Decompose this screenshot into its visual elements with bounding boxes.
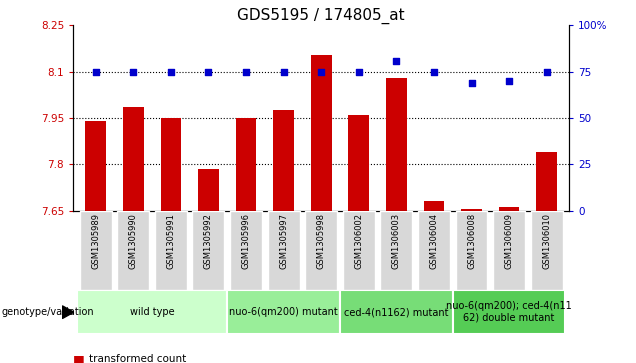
FancyBboxPatch shape: [305, 211, 337, 290]
FancyBboxPatch shape: [80, 211, 112, 290]
Bar: [536, 152, 557, 211]
Bar: [424, 201, 445, 211]
Bar: [461, 209, 482, 211]
FancyBboxPatch shape: [453, 290, 565, 334]
Text: GSM1306008: GSM1306008: [467, 213, 476, 269]
Bar: [236, 118, 256, 211]
Text: nuo-6(qm200); ced-4(n11
62) double mutant: nuo-6(qm200); ced-4(n11 62) double mutan…: [446, 301, 572, 323]
FancyBboxPatch shape: [155, 211, 187, 290]
Bar: [386, 78, 406, 211]
Text: GSM1306010: GSM1306010: [542, 213, 551, 269]
Text: GSM1305991: GSM1305991: [167, 213, 176, 269]
Bar: [198, 169, 219, 211]
Text: GSM1305989: GSM1305989: [91, 213, 100, 269]
FancyBboxPatch shape: [340, 290, 453, 334]
FancyBboxPatch shape: [455, 211, 487, 290]
FancyBboxPatch shape: [193, 211, 225, 290]
Bar: [123, 107, 144, 211]
Polygon shape: [62, 306, 74, 319]
FancyBboxPatch shape: [230, 211, 262, 290]
Text: GSM1306003: GSM1306003: [392, 213, 401, 269]
Point: [391, 58, 401, 64]
Text: nuo-6(qm200) mutant: nuo-6(qm200) mutant: [229, 307, 338, 317]
FancyBboxPatch shape: [117, 211, 149, 290]
FancyBboxPatch shape: [530, 211, 563, 290]
Bar: [160, 118, 181, 211]
Text: genotype/variation: genotype/variation: [1, 307, 94, 317]
Bar: [273, 110, 294, 211]
Text: GSM1305990: GSM1305990: [128, 213, 138, 269]
FancyBboxPatch shape: [268, 211, 300, 290]
Bar: [85, 121, 106, 211]
Point: [204, 69, 214, 75]
Text: GSM1305992: GSM1305992: [204, 213, 213, 269]
Text: GSM1305997: GSM1305997: [279, 213, 288, 269]
Text: GSM1306002: GSM1306002: [354, 213, 363, 269]
Text: GSM1306009: GSM1306009: [504, 213, 514, 269]
FancyBboxPatch shape: [418, 211, 450, 290]
Text: GSM1305996: GSM1305996: [242, 213, 251, 269]
Text: GSM1305998: GSM1305998: [317, 213, 326, 269]
Bar: [311, 55, 331, 211]
Text: transformed count: transformed count: [89, 354, 186, 363]
Title: GDS5195 / 174805_at: GDS5195 / 174805_at: [237, 8, 405, 24]
Point: [128, 69, 139, 75]
Text: ced-4(n1162) mutant: ced-4(n1162) mutant: [344, 307, 448, 317]
FancyBboxPatch shape: [493, 211, 525, 290]
Point: [279, 69, 289, 75]
Bar: [499, 207, 520, 211]
Text: GSM1306004: GSM1306004: [429, 213, 438, 269]
Point: [166, 69, 176, 75]
Point: [90, 69, 100, 75]
Point: [466, 80, 476, 86]
Point: [241, 69, 251, 75]
Point: [354, 69, 364, 75]
Text: wild type: wild type: [130, 307, 174, 317]
Bar: [349, 115, 369, 211]
Point: [429, 69, 439, 75]
Point: [504, 78, 514, 84]
Text: ■: ■: [73, 353, 85, 363]
FancyBboxPatch shape: [77, 290, 227, 334]
FancyBboxPatch shape: [343, 211, 375, 290]
Point: [542, 69, 552, 75]
FancyBboxPatch shape: [380, 211, 412, 290]
FancyBboxPatch shape: [227, 290, 340, 334]
Point: [316, 69, 326, 75]
